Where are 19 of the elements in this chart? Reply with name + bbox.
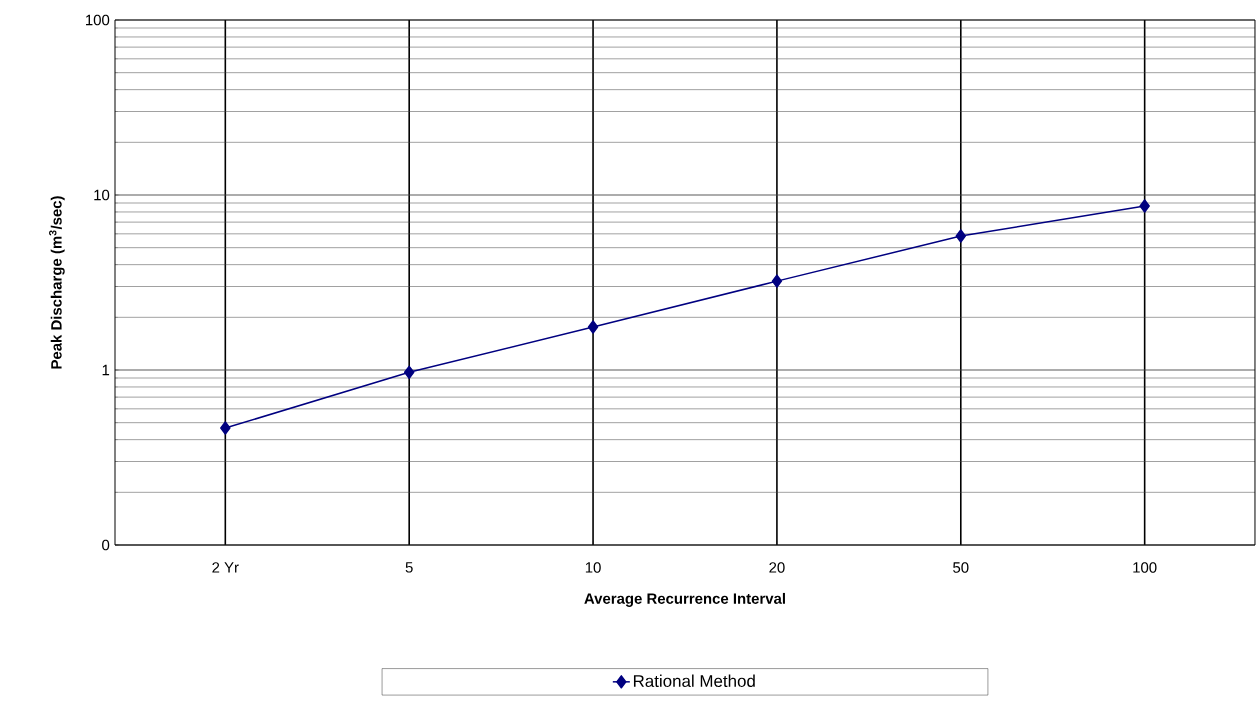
x-tick-label: 50 [953, 562, 969, 573]
point [220, 421, 231, 435]
x-tick-label: 2 Yr [212, 562, 239, 573]
x-tick-label: 10 [585, 562, 601, 573]
y-tick-label: 10 [94, 189, 110, 201]
point [587, 320, 599, 334]
point [1139, 199, 1150, 213]
legend-label: Rational Method [633, 674, 755, 688]
x-axis-title: Average Recurrence Interval [584, 592, 785, 607]
y-tick-label: 0 [102, 539, 110, 551]
x-tick-label: 5 [405, 562, 413, 573]
x-tick-label: 100 [1133, 562, 1157, 573]
point [403, 365, 415, 380]
y-tick-label: 100 [86, 14, 110, 26]
y-tick-label: 1 [102, 364, 110, 376]
point [771, 274, 783, 288]
x-tick-label: 20 [769, 562, 785, 573]
y-axis-title: Peak Discharge (m$^{3}$/sec) [49, 196, 65, 369]
point [955, 229, 967, 243]
